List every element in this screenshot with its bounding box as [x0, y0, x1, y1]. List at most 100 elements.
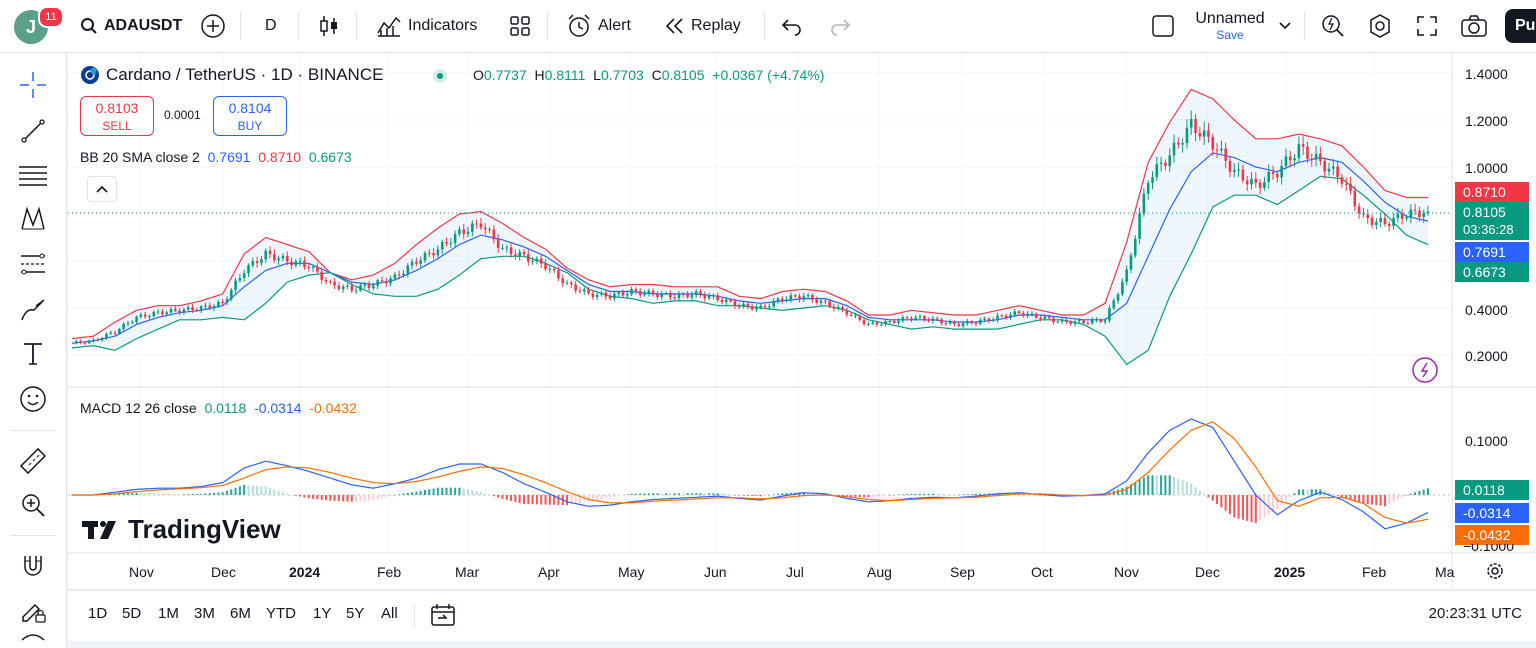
macd-hist-bar	[1418, 490, 1421, 495]
candle-body	[1125, 269, 1128, 282]
more-tools[interactable]	[14, 633, 52, 647]
layout-menu-button[interactable]	[1278, 10, 1292, 42]
layouts-button[interactable]	[509, 10, 531, 42]
quick-search-button[interactable]	[1320, 10, 1346, 42]
macd-hist-bar	[647, 493, 650, 495]
candle-body	[204, 305, 207, 307]
crosshair-tool[interactable]	[14, 66, 52, 104]
axis-settings-button[interactable]	[1485, 561, 1505, 586]
candle-body	[324, 279, 328, 282]
alert-button[interactable]: Alert	[566, 10, 631, 42]
emoji-tool[interactable]	[14, 380, 52, 418]
macd-hist-bar	[626, 494, 629, 496]
candle-body	[918, 316, 922, 318]
symbol-search-button[interactable]: ADAUSDT	[80, 10, 182, 42]
price-tick: 1.2000	[1465, 113, 1508, 129]
pattern-icon	[21, 206, 45, 230]
candle-body	[1344, 183, 1348, 185]
candle-body	[186, 307, 190, 310]
compare-symbol-button[interactable]	[200, 10, 226, 42]
macd-hist-bar	[1151, 475, 1154, 495]
macd-hist-bar	[514, 495, 517, 502]
candle-body	[380, 280, 384, 282]
chart-pane[interactable]: Cardano / TetherUS · 1D · BINANCE O0.773…	[68, 53, 1536, 588]
macd-hist-bar	[346, 495, 349, 502]
macd-hist-bar	[1185, 482, 1188, 495]
macd-hist-bar	[238, 486, 241, 495]
candle-body	[630, 289, 633, 295]
measure-tool[interactable]	[14, 442, 52, 480]
candle-body	[384, 281, 388, 284]
symbol-legend[interactable]: Cardano / TetherUS · 1D · BINANCE	[80, 65, 383, 85]
macd-hist-bar	[174, 494, 177, 495]
macd-hist-bar	[303, 495, 306, 498]
range-5y[interactable]: 5Y	[346, 605, 365, 622]
sell-button[interactable]: 0.8103 SELL	[80, 96, 154, 136]
interval-button[interactable]: D	[265, 10, 277, 42]
horizontal-lines-tool[interactable]	[14, 156, 52, 194]
candle-body	[1013, 311, 1017, 315]
redo-button[interactable]	[828, 10, 852, 42]
macd-tick: 0.1000	[1465, 433, 1508, 449]
buy-button[interactable]: 0.8104 BUY	[213, 96, 287, 136]
candle-body	[961, 323, 965, 326]
range-all[interactable]: All	[381, 605, 398, 622]
candle-body	[277, 258, 280, 261]
candle-body	[1198, 133, 1202, 137]
macd-hist-bar	[294, 495, 297, 496]
indicators-button[interactable]: Indicators	[376, 10, 477, 42]
trend-line-tool[interactable]	[14, 112, 52, 150]
range-5d[interactable]: 5D	[122, 605, 142, 622]
candle-body	[979, 320, 982, 324]
go-to-date-button[interactable]	[430, 602, 456, 633]
time-tick: 2025	[1274, 564, 1306, 580]
snapshot-button[interactable]	[1460, 10, 1488, 42]
layout-name-button[interactable]: Unnamed Save	[1192, 10, 1268, 42]
candle-body	[996, 315, 999, 320]
prediction-tool[interactable]	[14, 245, 52, 283]
macd-hist-bar	[1228, 495, 1231, 515]
range-1y[interactable]: 1Y	[313, 605, 332, 622]
candle-body	[389, 278, 392, 284]
candle-body	[716, 295, 720, 300]
collapse-legend-button[interactable]	[87, 176, 117, 202]
range-ytd[interactable]: YTD	[266, 605, 296, 622]
candle-body	[854, 315, 857, 317]
candle-body	[1237, 169, 1240, 171]
macd-hist-bar	[1427, 488, 1429, 495]
bb-legend[interactable]: BB 20 SMA close 2 0.7691 0.8710 0.6673	[80, 149, 352, 165]
macd-hist-bar	[217, 492, 220, 495]
utc-clock[interactable]: 20:23:31 UTC	[1428, 605, 1522, 622]
brush-tool[interactable]	[14, 291, 52, 329]
lock-drawings-tool[interactable]	[14, 592, 52, 630]
macd-hist-bar	[583, 495, 586, 503]
replay-button[interactable]: Replay	[665, 10, 741, 42]
macd-legend[interactable]: MACD 12 26 close 0.0118 -0.0314 -0.0432	[80, 400, 357, 416]
text-tool[interactable]	[14, 335, 52, 373]
price-chart[interactable]	[68, 53, 1536, 588]
macd-hist-bar	[479, 492, 482, 495]
candle-body	[686, 294, 689, 298]
layout-checkbox[interactable]	[1151, 10, 1175, 42]
macd-name: MACD 12 26 close	[80, 400, 197, 416]
chart-type-button[interactable]	[318, 10, 340, 42]
candle-body	[316, 266, 319, 272]
undo-button[interactable]	[780, 10, 804, 42]
candle-body	[260, 259, 263, 264]
settings-button[interactable]	[1367, 10, 1393, 42]
zoom-tool[interactable]	[14, 486, 52, 524]
range-6m[interactable]: 6M	[230, 605, 251, 622]
publish-button[interactable]: Pu	[1505, 9, 1536, 43]
candle-body	[1409, 209, 1413, 218]
range-1m[interactable]: 1M	[158, 605, 179, 622]
candle-body	[604, 292, 608, 297]
market-status-icon[interactable]	[433, 69, 447, 83]
pattern-tool[interactable]	[14, 200, 52, 238]
macd-hist-bar	[157, 493, 160, 495]
range-3m[interactable]: 3M	[194, 605, 215, 622]
magnet-tool[interactable]	[14, 547, 52, 585]
fullscreen-button[interactable]	[1416, 10, 1438, 42]
range-1d[interactable]: 1D	[88, 605, 108, 622]
alert-label: Alert	[598, 17, 631, 34]
checkbox-icon	[1152, 15, 1174, 37]
